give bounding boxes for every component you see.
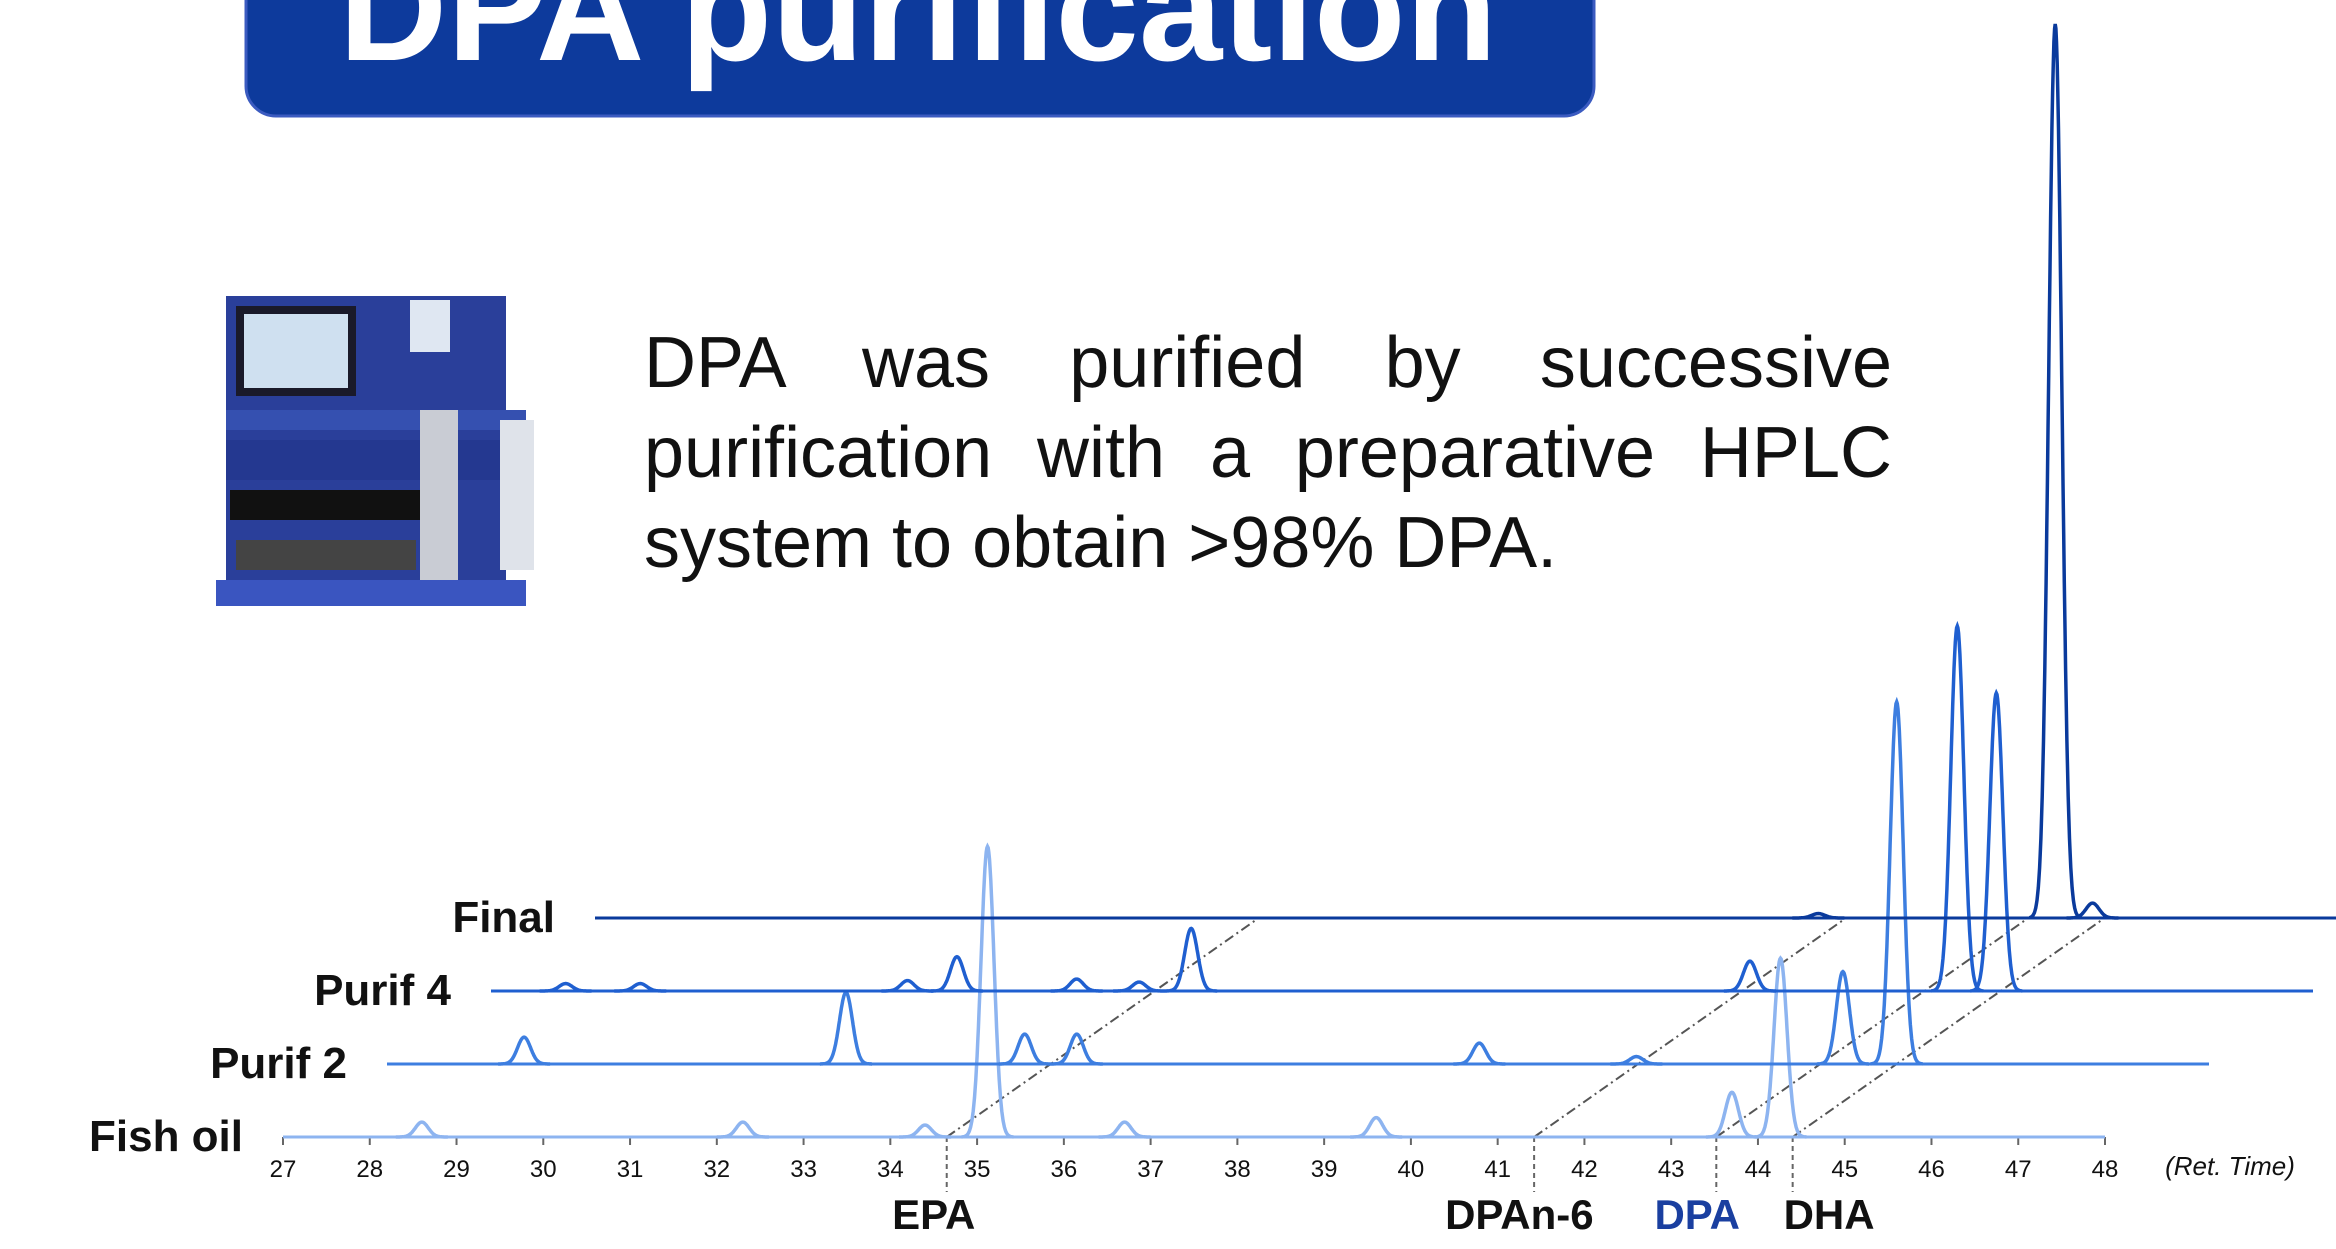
peak-label: DPA xyxy=(1654,1191,1740,1238)
peak xyxy=(2028,23,2082,920)
peak xyxy=(961,842,1014,1139)
x-tick-label: 42 xyxy=(1571,1156,1598,1183)
peak-label: DPAn-6 xyxy=(1445,1191,1594,1238)
peak xyxy=(1610,1054,1663,1066)
x-tick-label: 31 xyxy=(617,1156,644,1183)
peak xyxy=(1870,696,1923,1066)
x-tick-label: 37 xyxy=(1137,1156,1164,1183)
x-axis-label: (Ret. Time) xyxy=(2165,1151,2295,1181)
peak xyxy=(1792,911,1845,920)
x-tick-label: 35 xyxy=(964,1156,991,1183)
peak xyxy=(1930,620,1984,993)
peak xyxy=(899,1123,952,1139)
peak xyxy=(1754,955,1807,1139)
peak xyxy=(1165,926,1218,993)
peak xyxy=(1816,969,1869,1066)
title: DPA purification xyxy=(339,0,1497,92)
x-tick-label: 36 xyxy=(1051,1156,1078,1183)
x-tick-label: 30 xyxy=(530,1156,557,1183)
peak-label: EPA xyxy=(892,1191,975,1238)
peak xyxy=(1970,688,2023,993)
x-tick-label: 43 xyxy=(1658,1156,1685,1183)
divider-guide xyxy=(1792,917,2106,1138)
peak xyxy=(2066,901,2119,920)
x-tick-label: 46 xyxy=(1918,1156,1945,1183)
title-box xyxy=(244,0,1596,118)
peak xyxy=(614,981,667,993)
peak xyxy=(998,1032,1051,1066)
divider-guide xyxy=(946,917,1260,1138)
divider-guide xyxy=(1715,917,2029,1138)
peak xyxy=(1705,1090,1758,1139)
x-tick-label: 48 xyxy=(2092,1156,2119,1183)
x-tick-label: 32 xyxy=(703,1156,730,1183)
series-label: Purif 2 xyxy=(210,1039,347,1088)
series-label: Final xyxy=(452,893,555,942)
x-tick-label: 28 xyxy=(356,1156,383,1183)
divider-guide xyxy=(1533,917,1847,1138)
x-tick-label: 44 xyxy=(1745,1156,1772,1183)
x-tick-label: 33 xyxy=(790,1156,817,1183)
peak xyxy=(1350,1115,1403,1139)
series-label: Purif 4 xyxy=(314,966,451,1015)
x-tick-label: 41 xyxy=(1484,1156,1511,1183)
x-tick-label: 40 xyxy=(1398,1156,1425,1183)
x-tick-label: 47 xyxy=(2005,1156,2032,1183)
peak xyxy=(716,1120,769,1139)
peak-label: DHA xyxy=(1784,1191,1875,1238)
peak xyxy=(1098,1120,1151,1139)
peak xyxy=(819,990,872,1066)
description: DPA was purified by successive purificat… xyxy=(644,323,1892,583)
series-label: Fish oil xyxy=(89,1112,243,1161)
x-tick-label: 38 xyxy=(1224,1156,1251,1183)
peak xyxy=(1113,980,1166,993)
peak xyxy=(498,1035,551,1066)
x-tick-label: 27 xyxy=(270,1156,297,1183)
peak xyxy=(1723,959,1776,993)
peak xyxy=(1050,1032,1103,1066)
peak xyxy=(1050,977,1103,993)
x-tick-label: 39 xyxy=(1311,1156,1338,1183)
peak xyxy=(395,1120,448,1139)
peak xyxy=(539,981,592,993)
x-tick-label: 29 xyxy=(443,1156,470,1183)
hplc-machine xyxy=(216,296,534,606)
peak xyxy=(881,978,934,993)
peak xyxy=(1453,1041,1506,1066)
peak xyxy=(930,954,983,993)
x-tick-label: 45 xyxy=(1831,1156,1858,1183)
x-tick-label: 34 xyxy=(877,1156,904,1183)
